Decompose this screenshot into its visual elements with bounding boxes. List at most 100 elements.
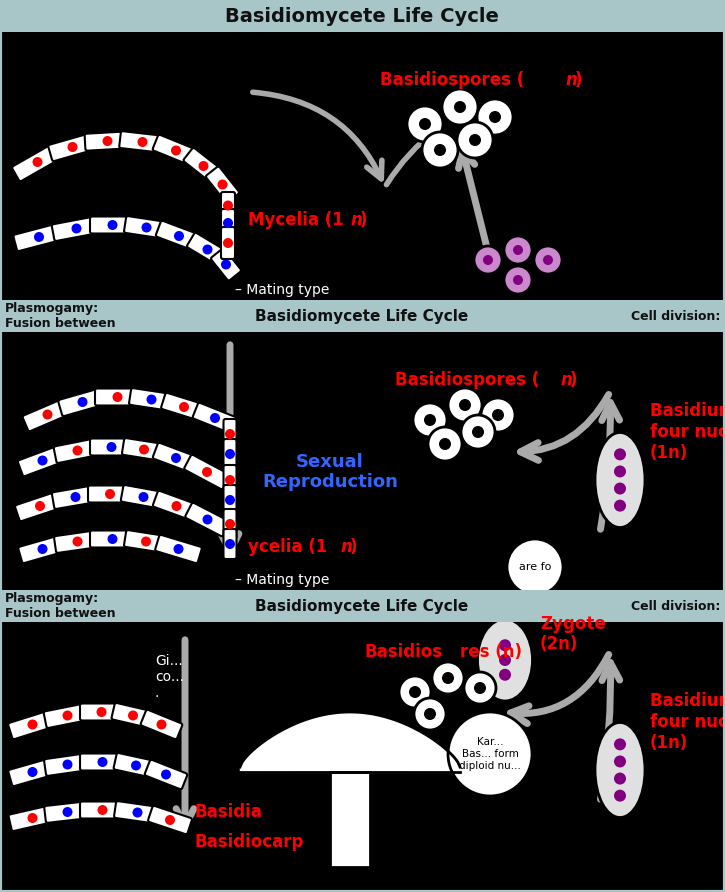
Text: Gi...
co...
.: Gi... co... . bbox=[155, 654, 184, 700]
Ellipse shape bbox=[478, 619, 532, 701]
Circle shape bbox=[43, 409, 52, 419]
FancyBboxPatch shape bbox=[153, 135, 199, 166]
FancyBboxPatch shape bbox=[80, 704, 123, 721]
Circle shape bbox=[38, 544, 48, 554]
Circle shape bbox=[70, 492, 80, 502]
Circle shape bbox=[202, 244, 212, 254]
FancyBboxPatch shape bbox=[223, 419, 236, 449]
Circle shape bbox=[424, 708, 436, 720]
Text: ): ) bbox=[360, 211, 368, 229]
Circle shape bbox=[28, 720, 38, 730]
Bar bbox=[0, 32, 725, 300]
FancyBboxPatch shape bbox=[153, 491, 200, 521]
Text: Basidia: Basidia bbox=[195, 803, 263, 821]
Circle shape bbox=[504, 266, 532, 294]
Circle shape bbox=[223, 218, 233, 228]
Circle shape bbox=[72, 224, 81, 234]
Circle shape bbox=[225, 495, 235, 505]
Text: – Mating type: – Mating type bbox=[235, 283, 329, 297]
Circle shape bbox=[513, 245, 523, 255]
Circle shape bbox=[138, 137, 147, 147]
Text: Plasmogamy:
Fusion between: Plasmogamy: Fusion between bbox=[5, 592, 115, 620]
Text: Basidiomycete Life Cycle: Basidiomycete Life Cycle bbox=[225, 6, 499, 26]
FancyBboxPatch shape bbox=[161, 392, 207, 421]
Text: n: n bbox=[560, 371, 572, 389]
FancyBboxPatch shape bbox=[223, 439, 236, 469]
Text: Sexual
Reproduction: Sexual Reproduction bbox=[262, 452, 398, 491]
Text: n: n bbox=[340, 538, 352, 556]
FancyBboxPatch shape bbox=[221, 227, 235, 259]
FancyBboxPatch shape bbox=[90, 531, 135, 548]
Circle shape bbox=[107, 442, 117, 452]
FancyBboxPatch shape bbox=[187, 233, 228, 266]
Circle shape bbox=[174, 231, 184, 241]
Circle shape bbox=[469, 134, 481, 146]
Circle shape bbox=[72, 445, 83, 456]
Circle shape bbox=[432, 662, 464, 694]
FancyBboxPatch shape bbox=[114, 801, 161, 824]
FancyBboxPatch shape bbox=[12, 143, 63, 181]
Circle shape bbox=[225, 519, 235, 529]
Circle shape bbox=[128, 711, 138, 721]
FancyBboxPatch shape bbox=[18, 445, 67, 476]
FancyBboxPatch shape bbox=[184, 455, 230, 489]
Circle shape bbox=[492, 409, 504, 421]
Circle shape bbox=[424, 414, 436, 426]
Circle shape bbox=[96, 707, 107, 717]
Text: n: n bbox=[565, 71, 577, 89]
Circle shape bbox=[221, 260, 231, 269]
FancyBboxPatch shape bbox=[80, 802, 125, 819]
FancyBboxPatch shape bbox=[15, 491, 65, 521]
FancyBboxPatch shape bbox=[85, 131, 130, 151]
Circle shape bbox=[171, 453, 181, 463]
Circle shape bbox=[141, 536, 151, 547]
Circle shape bbox=[105, 489, 115, 499]
Circle shape bbox=[499, 669, 511, 681]
Circle shape bbox=[474, 682, 486, 694]
Circle shape bbox=[614, 500, 626, 512]
FancyBboxPatch shape bbox=[44, 801, 91, 822]
Circle shape bbox=[464, 672, 496, 704]
FancyBboxPatch shape bbox=[211, 249, 241, 280]
FancyBboxPatch shape bbox=[88, 485, 132, 502]
Circle shape bbox=[210, 413, 220, 423]
FancyBboxPatch shape bbox=[124, 530, 168, 553]
Text: Cell division:: Cell division: bbox=[631, 310, 720, 323]
Circle shape bbox=[199, 161, 209, 171]
Circle shape bbox=[173, 544, 183, 554]
Circle shape bbox=[161, 770, 171, 780]
Bar bbox=[0, 332, 725, 590]
Text: Basidiospores (: Basidiospores ( bbox=[380, 71, 524, 89]
Circle shape bbox=[534, 246, 562, 274]
FancyBboxPatch shape bbox=[122, 438, 166, 461]
FancyBboxPatch shape bbox=[90, 217, 135, 234]
FancyBboxPatch shape bbox=[145, 760, 187, 789]
Text: Basidium with
four nuclei
(1n): Basidium with four nuclei (1n) bbox=[650, 402, 725, 462]
Circle shape bbox=[477, 99, 513, 135]
Text: Zygote
(2n): Zygote (2n) bbox=[540, 615, 606, 654]
FancyBboxPatch shape bbox=[221, 192, 235, 219]
Text: n: n bbox=[350, 211, 362, 229]
Circle shape bbox=[133, 807, 143, 817]
Circle shape bbox=[483, 255, 493, 265]
FancyBboxPatch shape bbox=[112, 703, 154, 728]
Circle shape bbox=[457, 122, 493, 158]
FancyBboxPatch shape bbox=[22, 398, 72, 431]
FancyBboxPatch shape bbox=[183, 148, 223, 184]
FancyBboxPatch shape bbox=[44, 703, 91, 728]
Circle shape bbox=[428, 427, 462, 461]
Text: Plasmogamy:
Fusion between: Plasmogamy: Fusion between bbox=[5, 302, 115, 330]
Ellipse shape bbox=[595, 433, 645, 527]
Circle shape bbox=[28, 767, 38, 777]
Circle shape bbox=[97, 805, 107, 815]
FancyBboxPatch shape bbox=[223, 485, 236, 515]
Circle shape bbox=[614, 739, 626, 750]
Circle shape bbox=[442, 89, 478, 125]
FancyBboxPatch shape bbox=[80, 754, 125, 771]
Circle shape bbox=[33, 157, 43, 167]
Circle shape bbox=[139, 444, 149, 455]
Circle shape bbox=[614, 772, 626, 785]
Text: Basidium with
four nuclei
(1n): Basidium with four nuclei (1n) bbox=[650, 692, 725, 752]
FancyBboxPatch shape bbox=[206, 167, 239, 202]
FancyBboxPatch shape bbox=[51, 216, 102, 241]
